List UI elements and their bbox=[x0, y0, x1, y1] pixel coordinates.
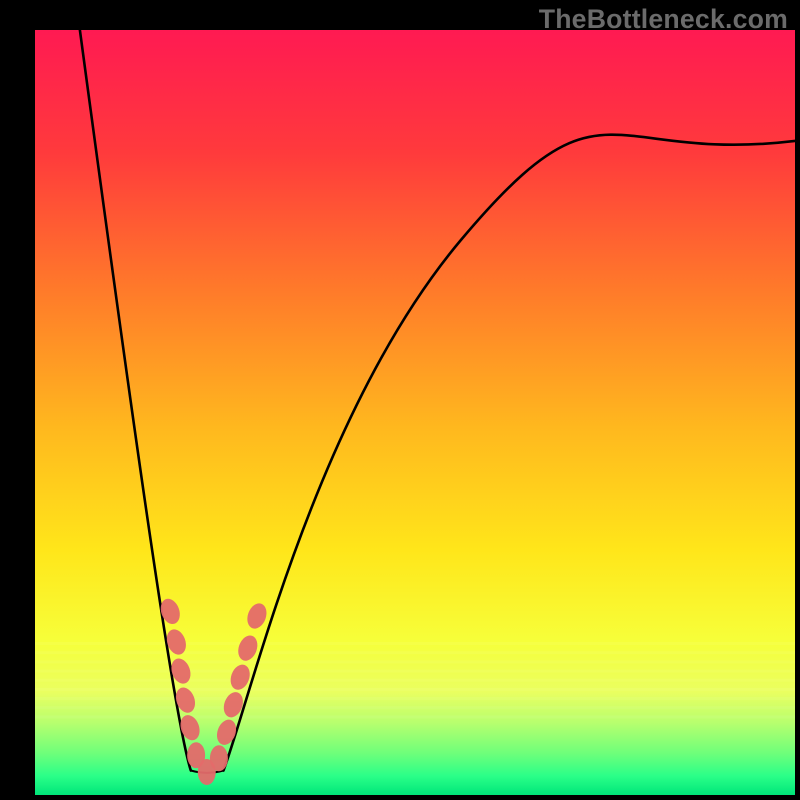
gradient-band-line bbox=[35, 697, 795, 700]
gradient-band-line bbox=[35, 642, 795, 645]
gradient-band-line bbox=[35, 660, 795, 663]
gradient-band-line bbox=[35, 706, 795, 709]
gradient-band-line bbox=[35, 651, 795, 654]
watermark-text: TheBottleneck.com bbox=[539, 4, 788, 35]
gradient-band-line bbox=[35, 715, 795, 718]
chart-stage: TheBottleneck.com bbox=[0, 0, 800, 800]
gradient-band-line bbox=[35, 679, 795, 682]
plot-svg bbox=[35, 30, 795, 795]
gradient-band-line bbox=[35, 670, 795, 673]
gradient-band-line bbox=[35, 688, 795, 691]
data-point-bead bbox=[210, 745, 228, 771]
plot-area bbox=[35, 30, 795, 795]
